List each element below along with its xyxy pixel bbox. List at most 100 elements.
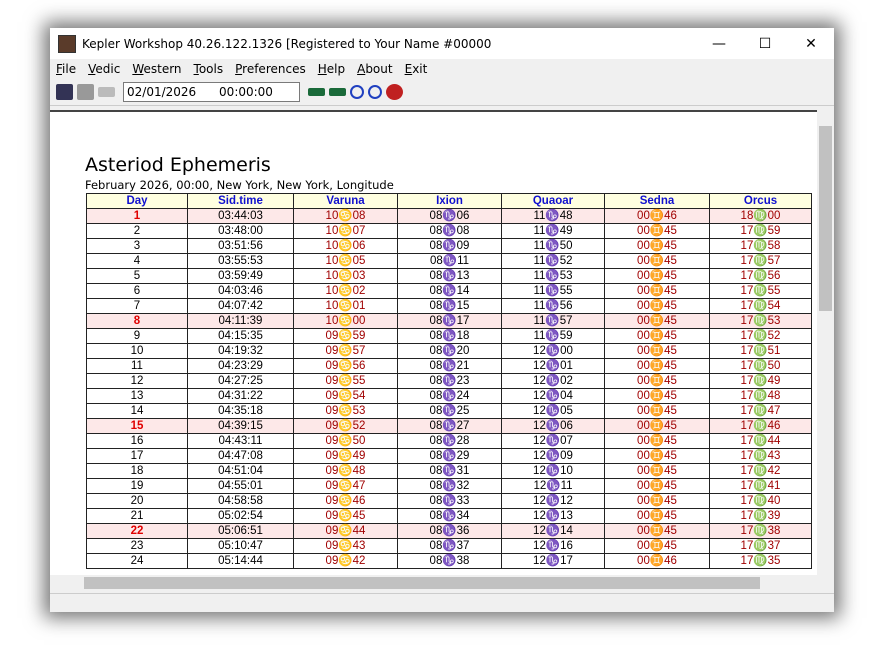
table-cell: 08♑20	[397, 343, 502, 359]
table-cell: 00♊46	[604, 208, 710, 224]
toolbar: 02/01/2026 00:00:00	[50, 79, 834, 106]
refresh-button[interactable]	[386, 84, 403, 100]
table-row: 1 03:44:03 10♋08 08♑06 11♑48 00♊46 18♍00	[86, 208, 812, 224]
table-cell: 08♑38	[397, 553, 502, 569]
table-cell: 11♑59	[501, 328, 605, 344]
table-row: 23 05:10:47 09♋43 08♑37 12♑16 00♊45 17♍37	[86, 538, 812, 554]
card-button[interactable]	[98, 87, 115, 97]
table-cell: 17♍47	[709, 403, 812, 419]
table-cell: 09♋45	[293, 508, 398, 524]
table-cell: 16	[86, 433, 188, 449]
table-cell: 00♊45	[604, 493, 710, 509]
table-cell: 04:07:42	[187, 298, 294, 314]
table-row: 7 04:07:42 10♋01 08♑15 11♑56 00♊45 17♍54	[86, 298, 812, 314]
table-cell: 08♑33	[397, 493, 502, 509]
table-cell: 10♋06	[293, 238, 398, 254]
table-cell: 17♍50	[709, 358, 812, 374]
camera-button[interactable]	[56, 84, 73, 100]
menu-item[interactable]: Western	[132, 62, 182, 76]
table-cell: 11♑52	[501, 253, 605, 269]
table-cell: 00♊45	[604, 328, 710, 344]
table-cell: 23	[86, 538, 188, 554]
table-row: 6 04:03:46 10♋02 08♑14 11♑55 00♊45 17♍55	[86, 283, 812, 299]
scroll-thumb[interactable]	[84, 577, 760, 589]
table-cell: 04:15:35	[187, 328, 294, 344]
forward-button[interactable]	[329, 88, 346, 96]
table-cell: 04:19:32	[187, 343, 294, 359]
menu-item[interactable]: Preferences	[235, 62, 306, 76]
minimize[interactable]: —	[712, 35, 726, 52]
table-cell: 00♊45	[604, 283, 710, 299]
table-cell: 09♋59	[293, 328, 398, 344]
table-cell: 10♋07	[293, 223, 398, 239]
close[interactable]: ✕	[805, 35, 817, 52]
scroll-thumb[interactable]	[819, 126, 832, 311]
table-cell: 09♋47	[293, 478, 398, 494]
table-cell: 8	[86, 313, 188, 329]
table-cell: 08♑31	[397, 463, 502, 479]
table-cell: 04:03:46	[187, 283, 294, 299]
table-row: 4 03:55:53 10♋05 08♑11 11♑52 00♊45 17♍57	[86, 253, 812, 269]
table-cell: 00♊45	[604, 343, 710, 359]
table-cell: 04:23:29	[187, 358, 294, 374]
column-header: Sedna	[604, 193, 710, 209]
zoom-in[interactable]	[368, 85, 382, 99]
table-cell: 12♑02	[501, 373, 605, 389]
table-cell: 17♍52	[709, 328, 812, 344]
table-cell: 11♑53	[501, 268, 605, 284]
column-header: Sid.time	[187, 193, 294, 209]
table-cell: 09♋46	[293, 493, 398, 509]
table-cell: 10♋05	[293, 253, 398, 269]
report-title: Asteriod Ephemeris	[85, 154, 271, 176]
table-cell: 09♋49	[293, 448, 398, 464]
table-cell: 10♋00	[293, 313, 398, 329]
column-header: Day	[86, 193, 188, 209]
table-cell: 04:31:22	[187, 388, 294, 404]
table-cell: 00♊45	[604, 538, 710, 554]
table-cell: 10	[86, 343, 188, 359]
table-cell: 03:48:00	[187, 223, 294, 239]
table-cell: 12♑09	[501, 448, 605, 464]
table-cell: 12	[86, 373, 188, 389]
menu-item[interactable]: File	[56, 62, 77, 76]
menu-item[interactable]: Vedic	[88, 62, 121, 76]
table-cell: 04:35:18	[187, 403, 294, 419]
menu-item[interactable]: Help	[317, 62, 346, 76]
menu-item[interactable]: Tools	[193, 62, 224, 76]
table-cell: 12♑00	[501, 343, 605, 359]
horizontal-scrollbar[interactable]	[50, 575, 817, 591]
table-cell: 6	[86, 283, 188, 299]
table-cell: 08♑17	[397, 313, 502, 329]
table-cell: 11♑57	[501, 313, 605, 329]
table-cell: 04:58:58	[187, 493, 294, 509]
table-cell: 00♊45	[604, 418, 710, 434]
back-button[interactable]	[308, 88, 325, 96]
table-cell: 00♊45	[604, 448, 710, 464]
table-cell: 13	[86, 388, 188, 404]
table-cell: 00♊45	[604, 268, 710, 284]
table-cell: 17♍54	[709, 298, 812, 314]
zoom-out[interactable]	[350, 85, 364, 99]
menu-item[interactable]: Exit	[404, 62, 428, 76]
table-cell: 12♑07	[501, 433, 605, 449]
table-row: 15 04:39:15 09♋52 08♑27 12♑06 00♊45 17♍46	[86, 418, 812, 434]
menu-item[interactable]: About	[357, 62, 393, 76]
table-cell: 08♑34	[397, 508, 502, 524]
vertical-scrollbar[interactable]	[817, 110, 834, 575]
table-cell: 17♍51	[709, 343, 812, 359]
table-cell: 12♑01	[501, 358, 605, 374]
table-cell: 12♑06	[501, 418, 605, 434]
table-cell: 08♑11	[397, 253, 502, 269]
date-field[interactable]: 02/01/2026 00:00:00	[123, 82, 300, 102]
print-button[interactable]	[77, 84, 94, 100]
maximize[interactable]: ☐	[758, 35, 772, 52]
table-cell: 00♊45	[604, 403, 710, 419]
table-cell: 09♋50	[293, 433, 398, 449]
app-window: Kepler Workshop 40.26.122.1326 [Register…	[50, 28, 834, 612]
table-cell: 08♑06	[397, 208, 502, 224]
table-cell: 17♍58	[709, 238, 812, 254]
table-cell: 08♑09	[397, 238, 502, 254]
column-header: Varuna	[293, 193, 398, 209]
ephemeris-table: Day Sid.time Varuna Ixion Quaoar Sedna Orcus 1 0…	[86, 193, 812, 569]
table-cell: 04:11:39	[187, 313, 294, 329]
